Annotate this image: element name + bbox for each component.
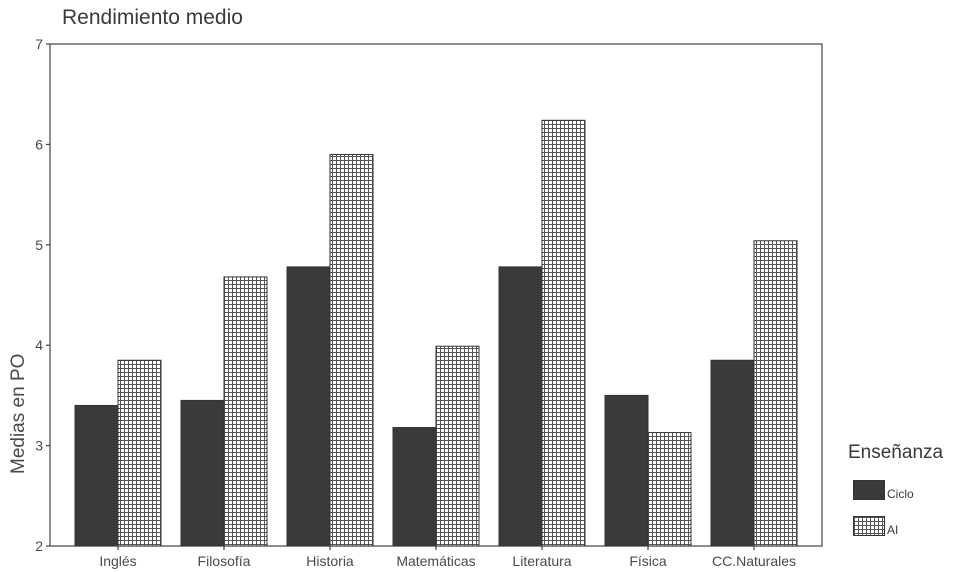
bar-ai-4: [541, 119, 586, 547]
bar-ciclo-6: [710, 359, 755, 547]
legend-label-ai: AI: [887, 523, 899, 537]
x-tick-label: Filosofía: [198, 553, 251, 569]
bar-ai-2: [329, 153, 374, 547]
bar-ciclo-0: [74, 404, 119, 547]
y-tick-label: 2: [35, 538, 43, 554]
y-tick-label: 3: [35, 438, 43, 454]
y-tick-label: 6: [35, 136, 43, 152]
y-tick-label: 4: [35, 337, 43, 353]
bar-ai-1: [223, 276, 268, 547]
x-tick-label: Física: [629, 553, 667, 569]
bar-ciclo-4: [498, 266, 543, 547]
legend-label-ciclo: Ciclo: [887, 487, 914, 501]
chart-title: Rendimiento medio: [62, 6, 243, 29]
legend-swatch-ciclo: [853, 480, 885, 500]
bar-ai-3: [435, 345, 480, 547]
bar-ciclo-5: [604, 394, 649, 547]
x-tick-label: Literatura: [512, 553, 571, 569]
legend-item-ciclo: Ciclo: [853, 479, 914, 501]
bar-ciclo-2: [286, 266, 331, 547]
x-tick-label: Historia: [306, 553, 354, 569]
legend-swatch-ai: [853, 516, 885, 536]
x-tick-label: Matemáticas: [396, 553, 475, 569]
y-tick-label: 5: [35, 237, 43, 253]
legend-title: Enseñanza: [848, 442, 944, 463]
bar-ciclo-1: [180, 399, 225, 547]
bar-ai-5: [647, 432, 692, 547]
bar-ai-0: [117, 359, 162, 547]
x-tick-label: Inglés: [99, 553, 136, 569]
x-tick-label: CC.Naturales: [712, 553, 796, 569]
y-tick-label: 7: [35, 36, 43, 52]
legend-item-ai: AI: [853, 515, 898, 537]
bar-ciclo-3: [392, 427, 437, 547]
bar-ai-6: [753, 240, 798, 547]
